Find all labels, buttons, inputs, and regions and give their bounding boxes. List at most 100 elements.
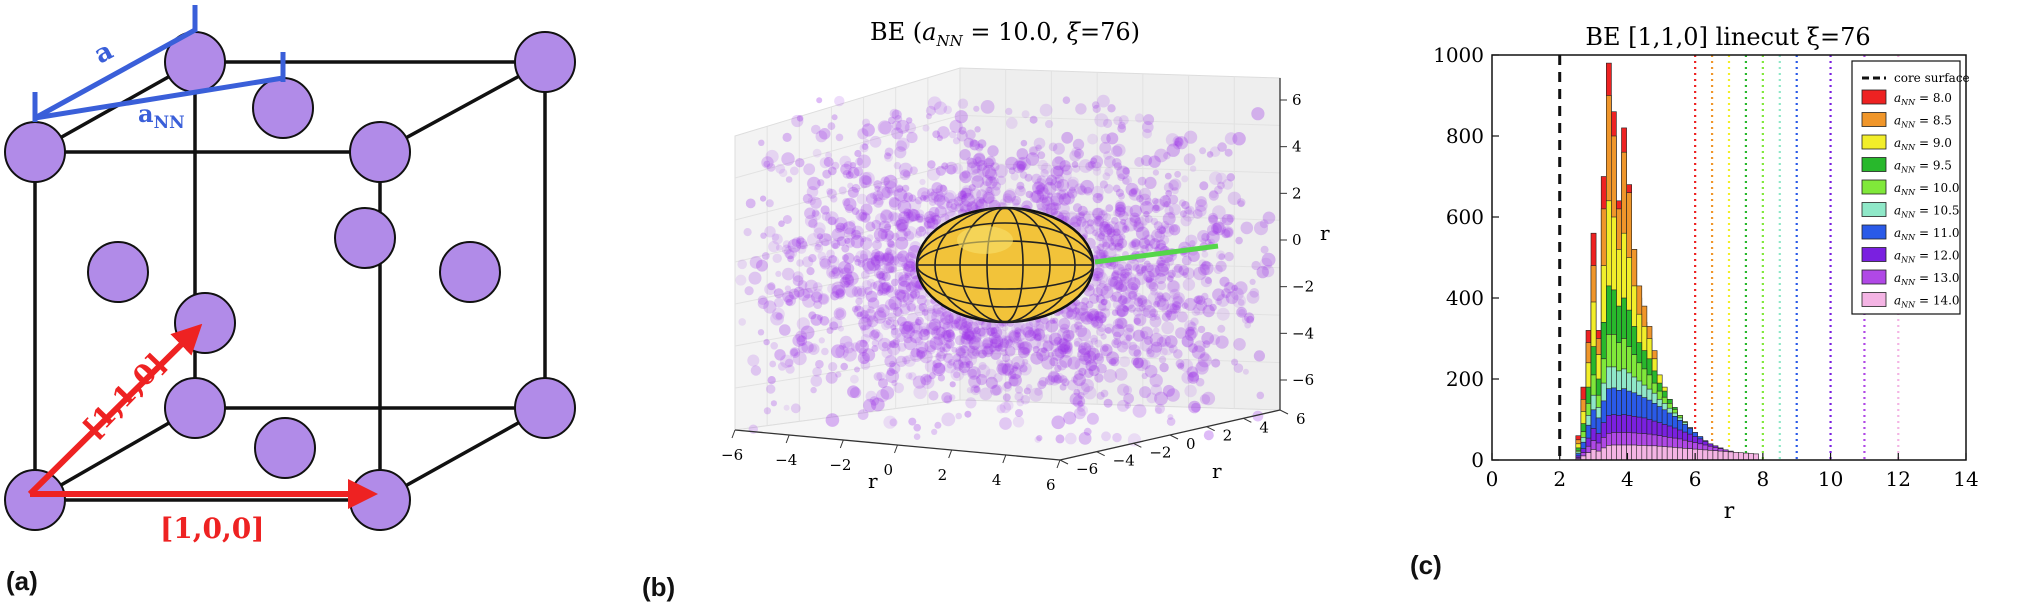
- scatter-point: [850, 342, 861, 352]
- scatter-point: [1052, 142, 1065, 155]
- scatter-point: [1212, 288, 1225, 302]
- scatter-point: [815, 243, 822, 251]
- scatter-point: [1212, 205, 1226, 219]
- scatter-point: [878, 283, 890, 294]
- scatter-point: [1032, 181, 1046, 195]
- scatter-point: [1046, 192, 1053, 199]
- scatter-point: [971, 175, 985, 189]
- scatter-point: [1117, 267, 1127, 277]
- scatter-point: [1031, 173, 1042, 184]
- scatter-point: [1238, 309, 1246, 317]
- scatter-point: [1032, 345, 1040, 353]
- scatter-point: [876, 389, 890, 403]
- scatter-point: [763, 300, 777, 314]
- scatter-point: [877, 228, 889, 240]
- scatter-point: [1091, 207, 1103, 219]
- scatter-point: [1133, 313, 1147, 327]
- scatter-point: [1116, 165, 1130, 180]
- y-tick-mark: [1279, 409, 1289, 415]
- scatter-point: [903, 192, 914, 203]
- scatter-point: [905, 372, 913, 380]
- scatter-point: [966, 334, 977, 345]
- scatter-point: [1126, 258, 1140, 271]
- scatter-point: [1142, 305, 1156, 318]
- scatter-point: [761, 156, 774, 169]
- scatter-point: [829, 321, 839, 331]
- scatter-point: [895, 119, 910, 134]
- scatter-point: [893, 382, 904, 394]
- scatter-point: [792, 271, 804, 283]
- scatter-point: [932, 303, 944, 315]
- scatter-point: [1119, 356, 1131, 368]
- scatter-point: [1088, 310, 1100, 322]
- y-tick-label: 400: [1446, 286, 1484, 310]
- scatter-point: [827, 166, 837, 176]
- scatter-point: [874, 252, 885, 264]
- scatter-point: [1063, 344, 1070, 351]
- scatter-point: [927, 96, 942, 110]
- scatter-point: [1122, 175, 1133, 186]
- scatter-point: [977, 143, 984, 150]
- scatter-point: [893, 161, 902, 170]
- scatter-point: [1246, 315, 1255, 324]
- scatter-point: [1209, 171, 1223, 185]
- scatter-point: [921, 309, 929, 316]
- scatter-point: [1246, 290, 1260, 304]
- scatter-point: [886, 285, 894, 293]
- scatter-point: [1049, 195, 1061, 207]
- scatter-point: [957, 345, 970, 359]
- scatter-point: [953, 359, 964, 371]
- scatter-point: [1168, 203, 1181, 216]
- scatter-point: [1203, 430, 1214, 441]
- scatter-point: [1017, 346, 1030, 359]
- scatter-point: [991, 384, 1003, 396]
- scatter-point: [936, 347, 948, 359]
- scatter-point: [1016, 160, 1027, 171]
- scatter-point: [855, 250, 869, 264]
- scatter-point: [835, 288, 845, 297]
- scatter-point: [1137, 296, 1148, 307]
- scatter-point: [949, 381, 956, 388]
- scatter-point: [782, 291, 794, 303]
- scatter-point: [1024, 173, 1033, 182]
- scatter-point: [793, 286, 805, 298]
- scatter-point: [1113, 116, 1123, 126]
- scatter-point: [961, 368, 969, 376]
- scatter-point: [845, 171, 854, 180]
- scatter-point: [1140, 266, 1148, 273]
- scatter-point: [903, 208, 911, 217]
- scatter-point: [874, 213, 887, 225]
- scatter-point: [825, 413, 840, 427]
- scatter-point: [831, 281, 846, 296]
- scatter-point: [1133, 307, 1143, 317]
- scatter-point: [1036, 196, 1051, 211]
- scatter-point: [928, 198, 937, 206]
- histogram-bar: [1595, 450, 1602, 461]
- scatter-point: [1041, 195, 1053, 206]
- scatter-point: [913, 304, 926, 316]
- scatter-point: [1127, 277, 1141, 291]
- scatter-point: [1023, 387, 1031, 395]
- scatter-point: [1003, 336, 1012, 344]
- scatter-point: [964, 410, 972, 418]
- scatter-point: [1186, 366, 1198, 378]
- scatter-point: [1123, 327, 1136, 340]
- scatter-point: [1088, 365, 1100, 377]
- scatter-point: [1000, 363, 1012, 375]
- scatter-point: [831, 284, 846, 299]
- scatter-point: [1078, 367, 1087, 376]
- scatter-point: [1184, 329, 1197, 341]
- scatter-point: [1138, 304, 1146, 312]
- scatter-point: [858, 211, 867, 221]
- scatter-point: [1193, 340, 1206, 353]
- scatter-point: [1061, 378, 1070, 387]
- scatter-point: [1164, 201, 1171, 208]
- scatter-point: [1092, 320, 1099, 327]
- scatter-point: [1075, 103, 1087, 115]
- scatter-point: [1025, 321, 1034, 330]
- scatter-point: [1131, 238, 1141, 248]
- scatter-point: [819, 233, 832, 246]
- scatter-point: [913, 284, 922, 294]
- scatter-point: [1113, 279, 1124, 291]
- scatter-point: [735, 274, 747, 286]
